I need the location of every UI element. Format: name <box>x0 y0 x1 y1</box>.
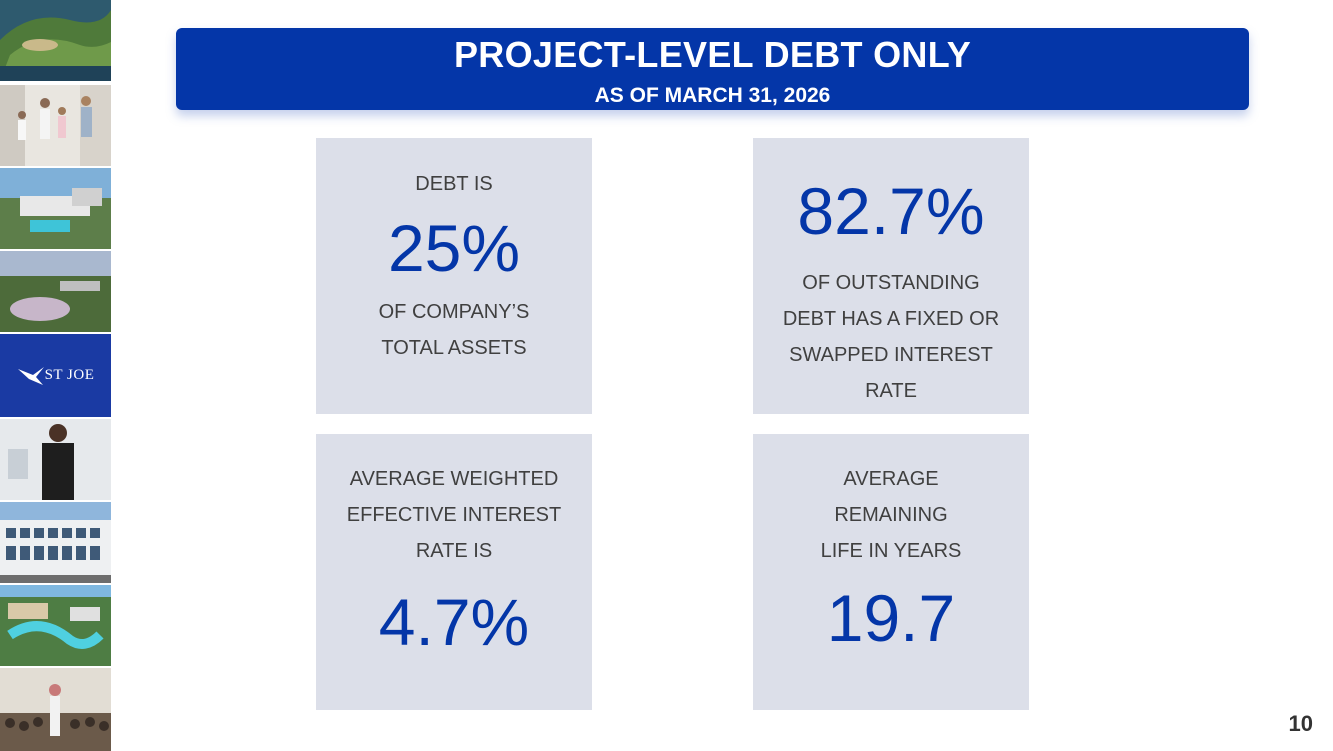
photo-golf-course <box>0 0 111 81</box>
card-pre-label-line2: REMAINING <box>834 504 948 526</box>
page-subtitle: AS OF MARCH 31, 2026 <box>594 84 831 107</box>
card-pre-label-line2: EFFECTIVE INTEREST <box>346 504 562 526</box>
card-post-label-line2: TOTAL ASSETS <box>381 337 527 359</box>
card-pre-label-line3: LIFE IN YEARS <box>820 540 962 562</box>
st-joe-bird-icon <box>17 366 44 385</box>
photo-resort-pool <box>0 166 111 249</box>
card-value: 25% <box>387 211 521 285</box>
photo-waterpark <box>0 583 111 666</box>
page-number: 10 <box>1288 711 1313 736</box>
page-title: PROJECT-LEVEL DEBT ONLY <box>454 34 971 75</box>
photo-strip: ST JOE <box>0 0 111 751</box>
logo-text: ST JOE <box>44 367 95 383</box>
card-value: 19.7 <box>826 581 956 655</box>
photo-office-building <box>0 500 111 583</box>
photo-lake-sunset <box>0 249 111 332</box>
st-joe-logo: ST JOE <box>0 332 111 417</box>
card-pre-label-line3: RATE IS <box>415 540 493 562</box>
header-banner: PROJECT-LEVEL DEBT ONLY AS OF MARCH 31, … <box>176 28 1249 110</box>
photo-server <box>0 417 111 500</box>
card-pre-label-line1: AVERAGE WEIGHTED <box>349 468 559 490</box>
card-post-label-line3: SWAPPED INTEREST <box>789 344 993 366</box>
card-value: 82.7% <box>797 174 985 248</box>
card-post-label-line4: RATE <box>865 380 917 402</box>
stat-card-fixed-rate: 82.7% OF OUTSTANDING DEBT HAS A FIXED OR… <box>753 138 1029 414</box>
stat-card-interest-rate: AVERAGE WEIGHTED EFFECTIVE INTEREST RATE… <box>316 434 592 710</box>
card-pre-label-line1: AVERAGE <box>843 468 939 490</box>
card-pre-label: DEBT IS <box>415 173 493 195</box>
card-value: 4.7% <box>378 585 530 659</box>
photo-family <box>0 83 111 166</box>
stat-card-debt-to-assets: DEBT IS 25% OF COMPANY’S TOTAL ASSETS <box>316 138 592 414</box>
card-post-label-line1: OF COMPANY’S <box>378 301 530 323</box>
stat-card-remaining-life: AVERAGE REMAINING LIFE IN YEARS 19.7 <box>753 434 1029 710</box>
photo-event-crowd <box>0 666 111 751</box>
card-post-label-line2: DEBT HAS A FIXED OR <box>782 308 1000 330</box>
card-post-label-line1: OF OUTSTANDING <box>802 272 980 294</box>
